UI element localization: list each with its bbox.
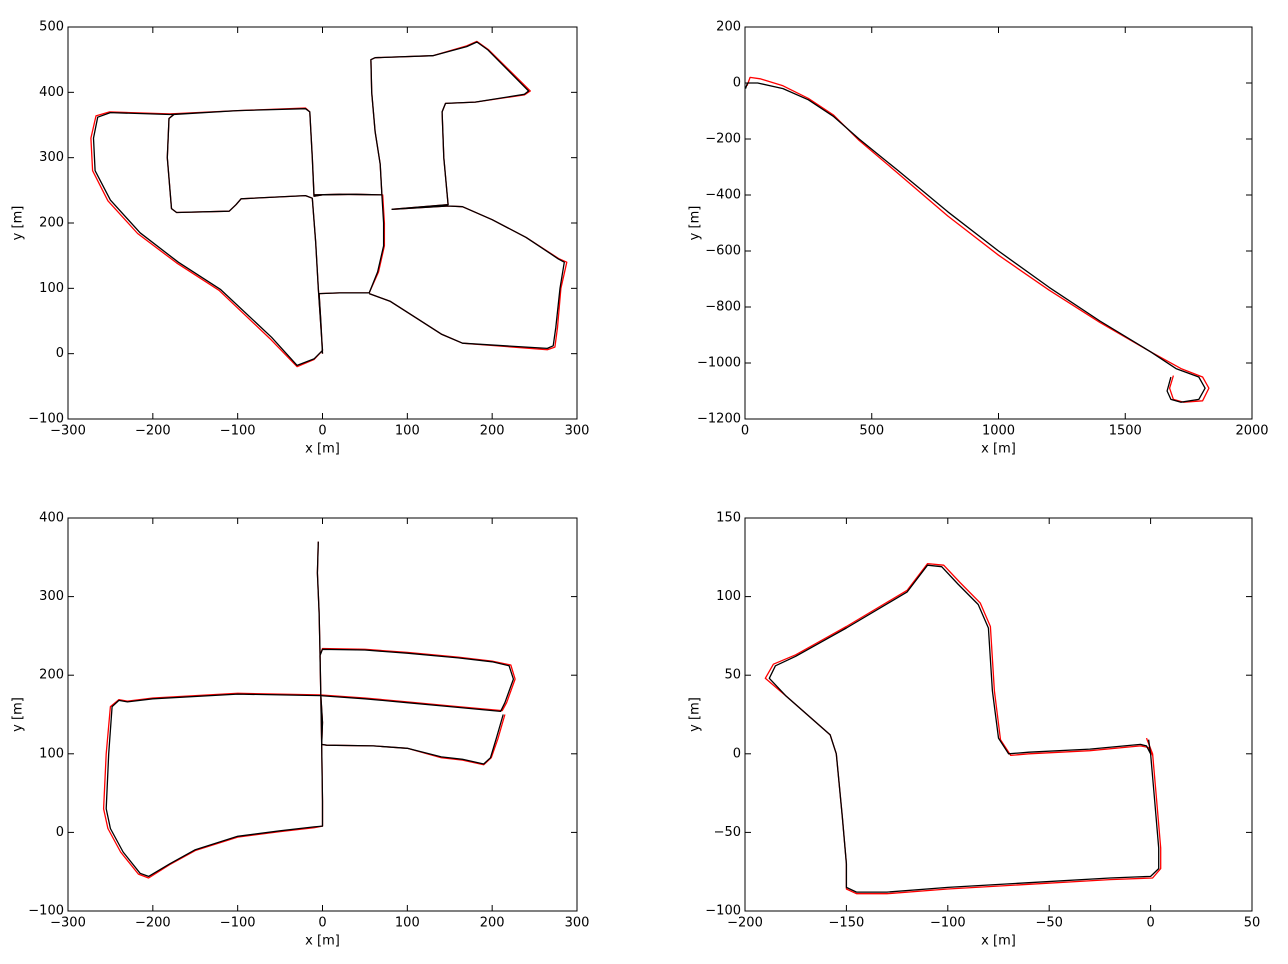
x-tick-label: 50 xyxy=(1244,916,1261,931)
y-tick-label: 300 xyxy=(39,150,64,165)
subplot: 0 500 1000 1500 2000−1200−1000−800−600−400−2… xyxy=(688,20,1269,457)
y-tick-label: −100 xyxy=(28,412,64,427)
x-tick-label: −100 xyxy=(220,916,256,931)
y-tick-label: −800 xyxy=(705,300,741,315)
subplot: −300 −200 −100 0 100 200 300 −100 0 100 200 300 400 5… xyxy=(11,20,590,457)
y-tick-label: −400 xyxy=(705,188,741,203)
x-axis-label: x [m] xyxy=(305,934,340,949)
y-tick-label: −50 xyxy=(714,825,741,840)
y-tick-label: −1200 xyxy=(697,412,741,427)
x-tick-label: −200 xyxy=(135,916,171,931)
x-tick-label: 0 xyxy=(318,916,326,931)
y-axis-label: y [m] xyxy=(688,206,703,241)
x-tick-label: −300 xyxy=(50,916,86,931)
x-tick-label: 200 xyxy=(480,916,505,931)
y-tick-label: 400 xyxy=(39,85,64,100)
y-tick-label: 100 xyxy=(716,589,741,604)
axes-frame xyxy=(67,26,578,420)
y-tick-label: −200 xyxy=(705,132,741,147)
y-tick-label: 150 xyxy=(716,511,741,526)
y-tick-label: 0 xyxy=(56,825,64,840)
y-tick-label: 500 xyxy=(39,20,64,35)
x-axis-label: x [m] xyxy=(981,934,1016,949)
x-tick-label: −100 xyxy=(220,424,256,439)
x-tick-label: −300 xyxy=(50,424,86,439)
y-tick-label: −1000 xyxy=(697,356,741,371)
x-tick-label: −200 xyxy=(727,916,763,931)
y-tick-label: −100 xyxy=(28,904,64,919)
y-tick-label: 400 xyxy=(39,511,64,526)
x-tick-label: −50 xyxy=(1035,916,1062,931)
x-tick-label: 0 xyxy=(741,424,749,439)
y-tick-label: 200 xyxy=(716,20,741,35)
y-tick-label: 0 xyxy=(733,746,741,761)
y-axis-label: y [m] xyxy=(11,697,26,732)
trajectory xyxy=(764,562,1162,895)
x-tick-label: 0 xyxy=(318,424,326,439)
y-tick-label: −100 xyxy=(705,904,741,919)
x-axis-label: x [m] xyxy=(981,442,1016,457)
x-tick-label: −100 xyxy=(930,916,966,931)
x-tick-label: −200 xyxy=(135,424,171,439)
x-tick-label: 200 xyxy=(480,424,505,439)
x-tick-label: 1500 xyxy=(1109,424,1142,439)
subplot: −300 −200 −100 0 100 200 300 −100 0 100 200 300 400 x… xyxy=(11,511,590,949)
trajectory xyxy=(105,541,515,878)
x-tick-label: 300 xyxy=(565,916,590,931)
trajectory xyxy=(90,40,568,368)
x-tick-label: −150 xyxy=(829,916,865,931)
y-tick-label: 0 xyxy=(733,76,741,91)
x-tick-label: 0 xyxy=(1146,916,1154,931)
x-axis-label: x [m] xyxy=(305,442,340,457)
x-tick-label: 100 xyxy=(395,916,420,931)
trajectory xyxy=(745,82,1206,403)
y-tick-label: 100 xyxy=(39,746,64,761)
y-tick-label: −600 xyxy=(705,244,741,259)
axes-frame xyxy=(744,26,1253,420)
x-tick-label: 500 xyxy=(859,424,884,439)
x-tick-label: 100 xyxy=(395,424,420,439)
y-axis-label: y [m] xyxy=(688,697,703,732)
y-tick-label: 50 xyxy=(724,668,741,683)
y-tick-label: 200 xyxy=(39,668,64,683)
trajectory xyxy=(768,564,1160,893)
x-tick-label: 1000 xyxy=(982,424,1015,439)
trajectory xyxy=(92,41,565,367)
y-tick-label: 300 xyxy=(39,589,64,604)
y-tick-label: 100 xyxy=(39,281,64,296)
trajectory xyxy=(746,76,1210,403)
subplot: −200 −150 −100 −50 0 50 −100 −50 0 50 100 150 x [m] y… xyxy=(688,511,1261,949)
y-tick-label: 200 xyxy=(39,216,64,231)
y-axis-label: y [m] xyxy=(11,206,26,241)
y-tick-label: 0 xyxy=(56,346,64,361)
x-tick-label: 2000 xyxy=(1235,424,1268,439)
axes-frame xyxy=(744,517,1253,912)
x-tick-label: 300 xyxy=(565,424,590,439)
